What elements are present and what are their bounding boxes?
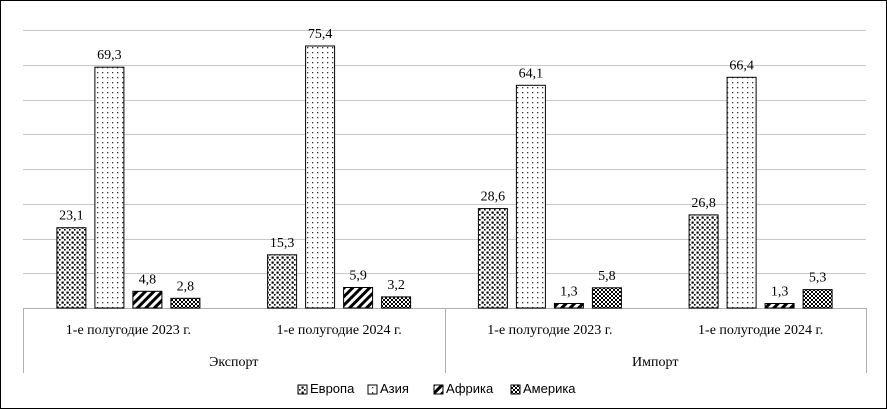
data-label: 5,8 xyxy=(598,269,616,284)
data-label: 2,8 xyxy=(177,279,195,294)
data-label: 64,1 xyxy=(519,66,544,81)
legend-label: Африка xyxy=(446,381,494,396)
data-label: 1,3 xyxy=(771,285,789,300)
data-label: 66,4 xyxy=(729,58,754,73)
bar-Америка xyxy=(802,289,833,309)
data-label: 4,8 xyxy=(139,272,157,287)
data-label: 15,3 xyxy=(270,236,295,251)
bar-Европа xyxy=(688,214,719,309)
data-label: 1,3 xyxy=(560,285,578,300)
data-labels: 23,1 15,3 28,6 26,8 69,3 75,4 64,1 66,4 4,8 5,9 1,… xyxy=(59,27,826,300)
data-label: 3,2 xyxy=(387,278,405,293)
category-axis: Экспорт Импорт 1-е полугодие 2023 г. 1-е по… xyxy=(23,308,867,373)
bar-Африка xyxy=(764,303,795,309)
legend-swatch xyxy=(297,384,308,395)
data-label: 28,6 xyxy=(481,190,506,205)
bar-Африка xyxy=(132,290,163,309)
bar-Европа xyxy=(56,227,87,309)
bar-Азия xyxy=(305,45,336,309)
data-label: 26,8 xyxy=(691,196,716,211)
legend-label: Европа xyxy=(310,381,355,396)
category-label: 1-е полугодие 2024 г. xyxy=(698,323,823,338)
data-label: 23,1 xyxy=(59,209,84,224)
bars xyxy=(56,45,833,309)
category-label: 1-е полугодие 2023 г. xyxy=(487,323,612,338)
data-label: 69,3 xyxy=(97,48,122,63)
bar-Африка xyxy=(553,303,584,309)
category-label: 1-е полугодие 2023 г. xyxy=(66,323,191,338)
bar-Азия xyxy=(94,66,125,309)
gridlines xyxy=(23,30,866,274)
legend-swatch xyxy=(510,384,521,395)
bar-Америка xyxy=(170,297,201,309)
category-label: 1-е полугодие 2024 г. xyxy=(277,323,402,338)
data-label: 5,3 xyxy=(809,271,827,286)
legend-label: Азия xyxy=(380,381,409,396)
group-label: Экспорт xyxy=(209,355,258,370)
bar-Америка xyxy=(381,296,412,309)
legend-swatch xyxy=(433,384,444,395)
data-label: 5,9 xyxy=(349,269,367,284)
bar-Азия xyxy=(515,84,546,309)
bar-Европа xyxy=(267,254,298,309)
group-label: Импорт xyxy=(632,355,678,370)
bar-Азия xyxy=(726,76,757,309)
bar-Америка xyxy=(591,287,622,309)
bar-Европа xyxy=(477,208,508,309)
legend-swatch xyxy=(367,384,378,395)
legend: Европа Азия Африка Америка xyxy=(297,381,576,396)
bar-Африка xyxy=(343,287,374,309)
legend-label: Америка xyxy=(523,381,576,396)
data-label: 75,4 xyxy=(308,27,333,42)
